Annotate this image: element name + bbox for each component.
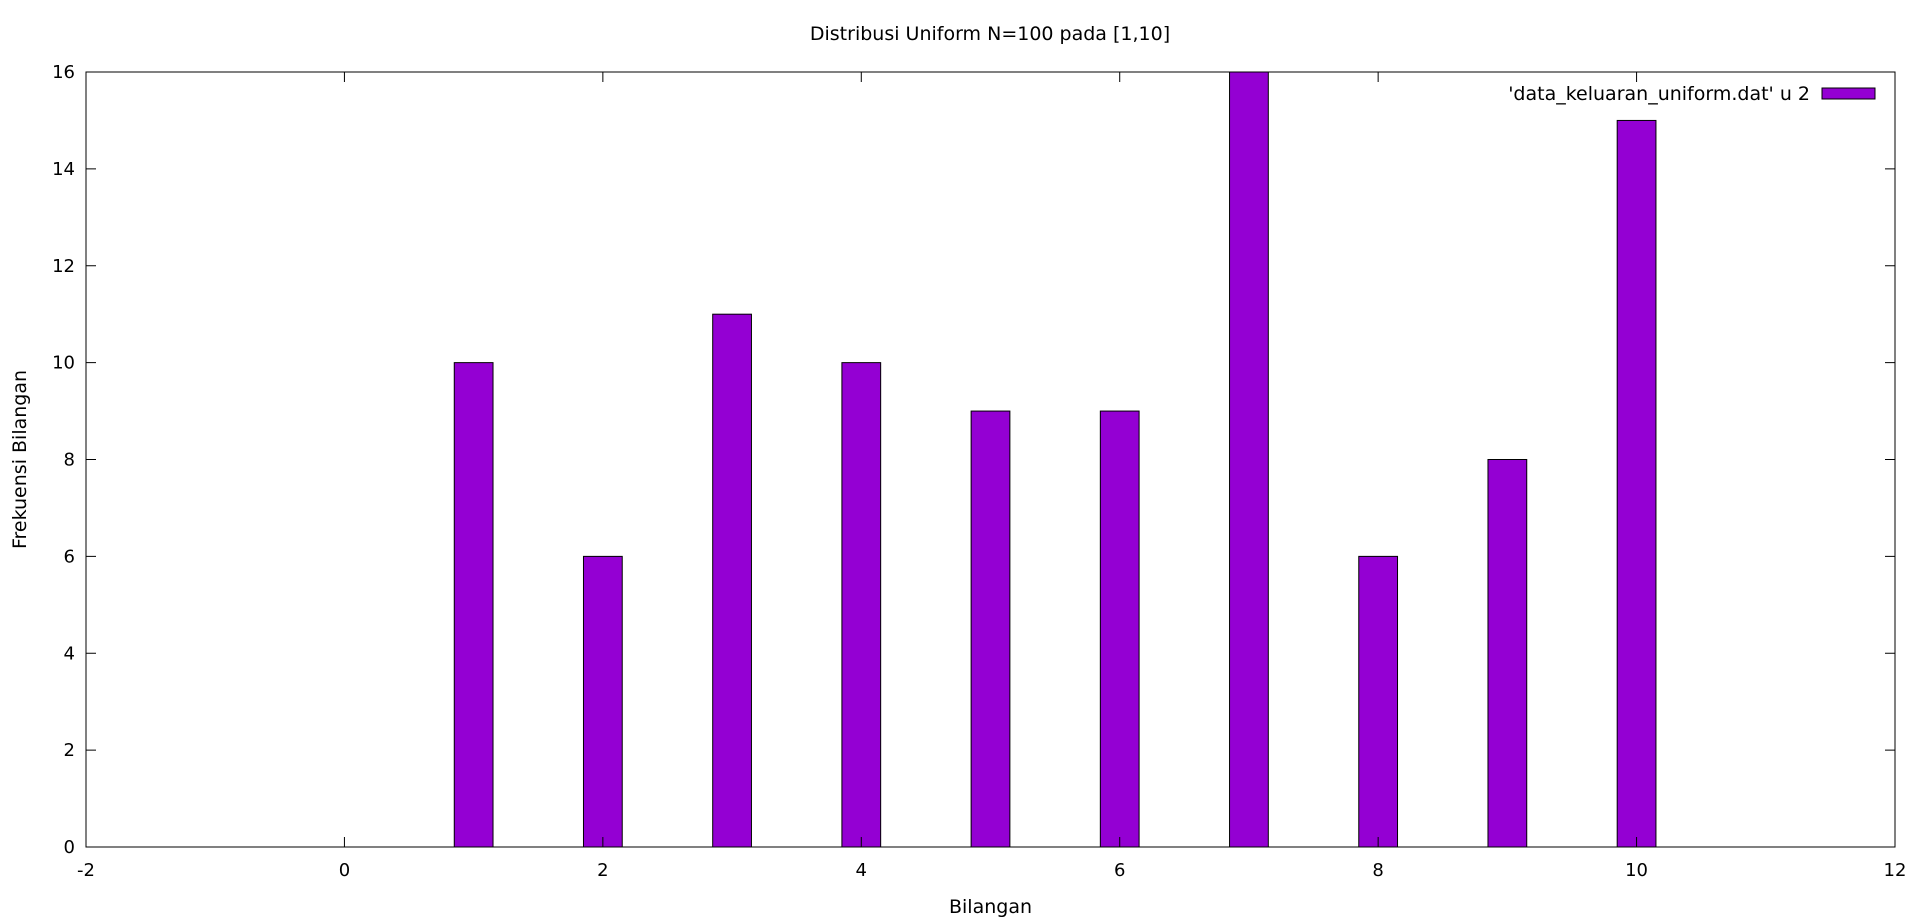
y-tick-label: 4 [64, 643, 75, 664]
x-tick-label: 6 [1114, 860, 1125, 881]
bar [1229, 71, 1269, 848]
y-tick-label: 0 [64, 837, 75, 858]
bars [453, 71, 1657, 848]
bar [1616, 119, 1657, 848]
bar [1358, 555, 1399, 848]
x-axis-label: Bilangan [949, 896, 1032, 918]
y-tick-label: 14 [52, 159, 75, 180]
x-tick-label: 4 [856, 860, 867, 881]
chart-title: Distribusi Uniform N=100 pada [1,10] [810, 23, 1170, 45]
bar [1487, 459, 1528, 848]
x-tick-label: 12 [1884, 860, 1907, 881]
x-tick-label: 8 [1372, 860, 1383, 881]
x-tick-label: -2 [77, 860, 95, 881]
bar [970, 410, 1011, 848]
legend: 'data_keluaran_uniform.dat' u 2 [1508, 83, 1876, 105]
x-tick-label: 0 [339, 860, 350, 881]
legend-label: 'data_keluaran_uniform.dat' u 2 [1508, 83, 1810, 105]
x-tick-label: 10 [1625, 860, 1648, 881]
y-tick-label: 12 [52, 256, 75, 277]
y-tick-label: 16 [52, 62, 75, 83]
bar [453, 362, 494, 848]
y-tick-label: 6 [64, 546, 75, 567]
y-tick-label: 10 [52, 353, 75, 374]
bar [841, 362, 882, 848]
y-tick-label: 2 [64, 740, 75, 761]
bar [712, 313, 752, 848]
x-tick-label: 2 [597, 860, 608, 881]
legend-swatch [1821, 87, 1876, 100]
bar [1099, 410, 1140, 848]
bar [582, 555, 623, 848]
y-tick-label: 8 [64, 450, 75, 471]
y-axis-label: Frekuensi Bilangan [9, 370, 31, 549]
